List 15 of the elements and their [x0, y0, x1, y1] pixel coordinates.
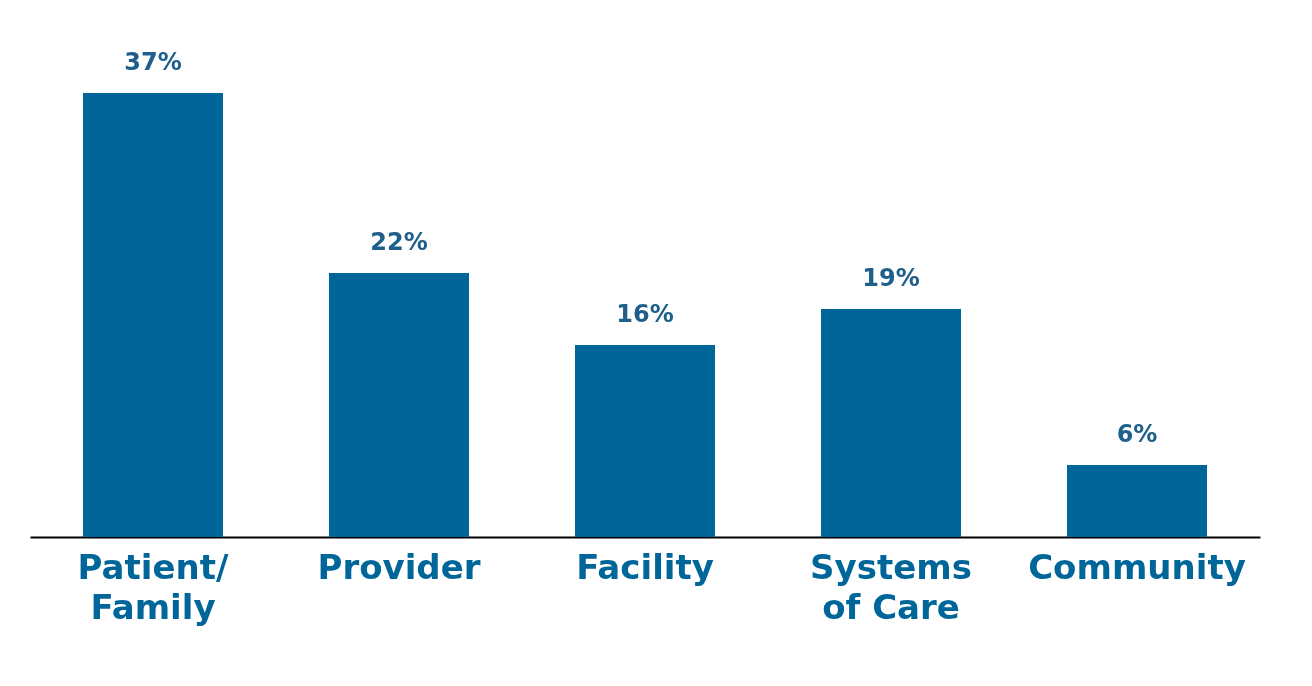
data-label: 6%: [1116, 420, 1158, 448]
bar: [821, 309, 961, 537]
data-label: 16%: [616, 300, 674, 328]
data-label: 19%: [862, 264, 920, 292]
x-tick-label: Provider: [317, 546, 481, 587]
bar: [1067, 465, 1207, 537]
bar: [83, 93, 223, 537]
bar: [329, 273, 469, 537]
x-tick-label: Systems of Care: [810, 546, 972, 627]
data-label: 37%: [124, 48, 182, 76]
bar: [575, 345, 715, 537]
x-tick-label: Patient/ Family: [77, 546, 229, 627]
data-label: 22%: [370, 228, 428, 256]
x-tick-label: Facility: [576, 546, 714, 587]
x-tick-label: Community: [1028, 546, 1246, 587]
